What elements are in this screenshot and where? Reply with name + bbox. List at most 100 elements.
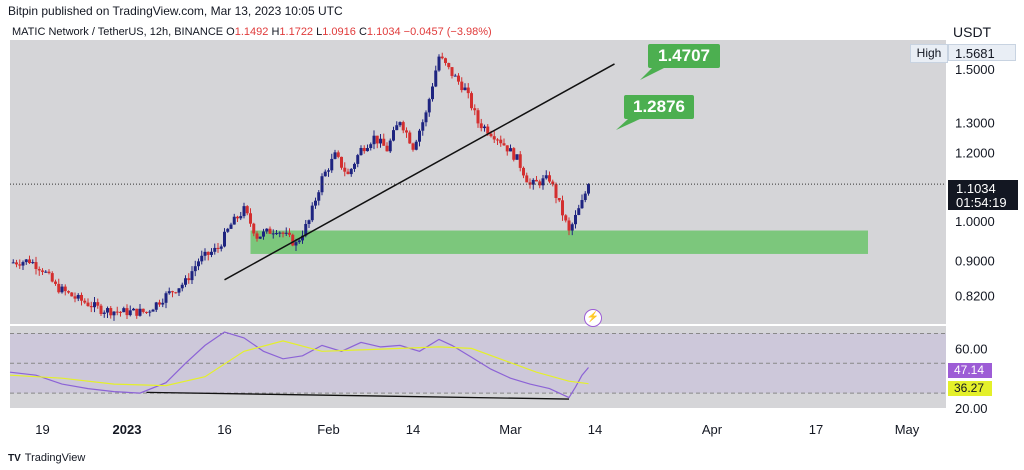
candle-body: [395, 125, 399, 131]
rsi-line: [9, 331, 589, 399]
candle-body: [317, 192, 321, 201]
target-callout-upper: 1.4707: [648, 44, 720, 68]
candle-body: [405, 130, 408, 133]
candle-body: [73, 296, 77, 299]
candle-body: [252, 223, 256, 234]
candle-body: [483, 126, 486, 129]
candle-body: [171, 291, 174, 293]
candle-body: [375, 135, 379, 144]
candle-body: [398, 122, 402, 126]
x-tick-label: 14: [406, 422, 420, 437]
candle-body: [63, 286, 67, 292]
candle-body: [245, 206, 249, 214]
candle-body: [138, 308, 142, 316]
candle-body: [434, 70, 438, 87]
candle-body: [470, 93, 473, 109]
candle-body: [180, 284, 184, 289]
candle-body: [83, 300, 87, 303]
candle-body: [28, 259, 31, 264]
tradingview-logo-icon: TV: [8, 452, 21, 464]
candle-body: [431, 86, 434, 100]
candle-body: [359, 147, 363, 156]
candle-body: [41, 270, 44, 272]
candle-body: [499, 139, 503, 144]
candle-body: [187, 278, 191, 281]
candle-body: [216, 247, 220, 249]
candle-body: [135, 308, 139, 316]
candle-body: [427, 99, 431, 113]
candle-body: [450, 67, 454, 76]
x-tick-label: Mar: [499, 422, 522, 437]
y-tick-label: 1.2000: [955, 146, 995, 161]
candle-body: [15, 262, 18, 265]
footer-brand[interactable]: TV TradingView: [8, 452, 85, 464]
candle-body: [128, 310, 132, 316]
candle-body: [24, 259, 28, 263]
candle-body: [492, 136, 496, 140]
candle-body: [239, 216, 243, 219]
candle-body: [99, 305, 103, 314]
lightning-bolt-icon[interactable]: ⚡: [584, 309, 602, 327]
candle-body: [551, 181, 555, 185]
candle-body: [362, 147, 366, 152]
candle-body: [421, 122, 425, 131]
candle-body: [460, 81, 464, 91]
high-label: High: [910, 44, 948, 63]
candle-body: [60, 286, 64, 293]
candle-body: [457, 75, 460, 82]
candle-body: [515, 154, 519, 160]
rsi-y-tick-label: 60.00: [955, 341, 988, 356]
candle-body: [418, 130, 421, 142]
candle-body: [275, 233, 278, 235]
candle-body: [479, 123, 483, 129]
candle-body: [356, 155, 360, 164]
candle-body: [561, 200, 564, 216]
candle-body: [496, 139, 499, 141]
y-tick-label: 0.9000: [955, 254, 995, 269]
candle-body: [284, 232, 288, 234]
candle-body: [544, 175, 548, 179]
candle-body: [453, 75, 457, 77]
candle-body: [242, 206, 246, 217]
candle-body: [141, 308, 145, 312]
candle-body: [174, 292, 178, 294]
candle-body: [535, 179, 538, 182]
candle-body: [437, 56, 441, 71]
y-tick-label: 1.0000: [955, 214, 995, 229]
candle-body: [158, 302, 161, 305]
candle-body: [210, 251, 213, 255]
candle-body: [151, 309, 155, 312]
last-price-badge: 1.1034 01:54:19: [948, 180, 1018, 210]
candle-body: [336, 152, 340, 157]
candle-body: [161, 302, 165, 305]
rsi-divergence-line: [146, 391, 570, 400]
candle-body: [44, 271, 48, 273]
candle-body: [564, 215, 568, 221]
candle-body: [538, 181, 542, 186]
x-tick-label: May: [895, 422, 920, 437]
candle-body: [587, 184, 590, 194]
candle-body: [476, 110, 480, 124]
candle-body: [47, 271, 51, 274]
candle-body: [509, 148, 512, 152]
candle-body: [382, 138, 386, 146]
candle-body: [184, 278, 187, 285]
candle-body: [486, 126, 490, 134]
candle-body: [122, 308, 126, 313]
ohlc-high-label: H: [271, 26, 280, 38]
price-pane[interactable]: [10, 40, 946, 324]
candle-body: [531, 179, 535, 185]
candle-body: [154, 302, 158, 310]
candle-body: [190, 271, 194, 281]
candle-body: [177, 288, 181, 293]
candle-body: [115, 311, 119, 313]
ohlc-close-label: C: [358, 26, 367, 38]
candle-body: [145, 311, 148, 313]
price-axis[interactable]: [946, 40, 1024, 408]
x-tick-label: 16: [217, 422, 231, 437]
candle-body: [297, 240, 301, 243]
candle-body: [265, 228, 269, 232]
candle-body: [473, 108, 477, 111]
candle-body: [385, 145, 389, 152]
